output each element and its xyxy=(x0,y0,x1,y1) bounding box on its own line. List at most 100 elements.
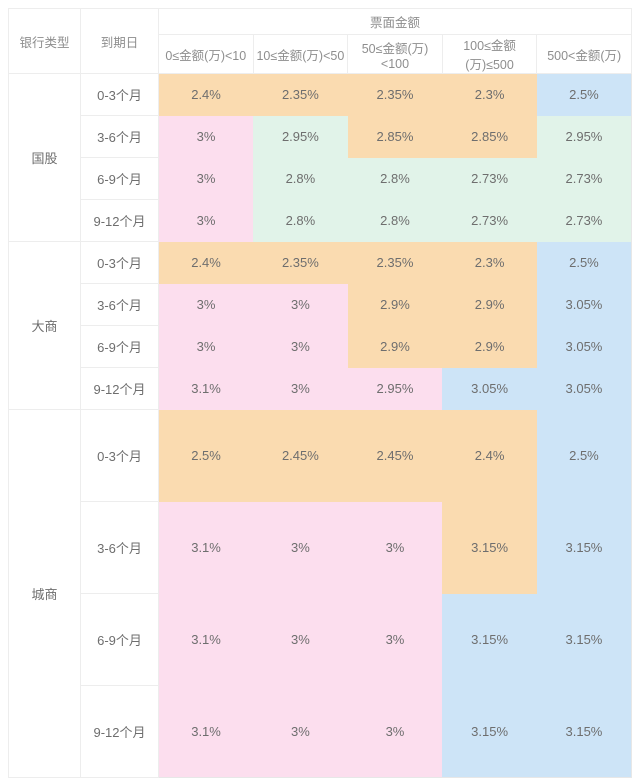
rate-cell: 3.1% xyxy=(158,501,254,594)
table-row: 3-6个月 3% 3% 2.9% 2.9% 3.05% xyxy=(9,283,632,326)
rate-cell: 3.1% xyxy=(158,593,254,686)
maturity-cell: 9-12个月 xyxy=(80,199,159,242)
col-header-range-1: 0≤金额(万)<10 xyxy=(158,34,254,74)
rate-cell: 2.5% xyxy=(536,73,632,116)
rate-cell: 3% xyxy=(158,115,254,158)
rate-cell: 2.5% xyxy=(536,409,632,502)
rate-cell: 3.1% xyxy=(158,367,254,410)
rate-cell: 3% xyxy=(347,685,443,778)
table-row: 大商 0-3个月 2.4% 2.35% 2.35% 2.3% 2.5% xyxy=(8,241,632,410)
bank-type-cell: 城商 xyxy=(8,409,81,778)
rate-cell: 2.4% xyxy=(158,73,254,116)
maturity-cell: 0-3个月 xyxy=(80,241,159,284)
table-row: 城商 0-3个月 2.5% 2.45% 2.45% 2.4% 2.5% xyxy=(8,409,632,778)
table-row: 9-12个月 3.1% 3% 3% 3.15% 3.15% xyxy=(9,685,632,778)
rate-cell: 2.4% xyxy=(158,241,254,284)
table-row: 国股 0-3个月 2.4% 2.35% 2.35% 2.3% 2.5% xyxy=(8,73,632,242)
rate-cell: 2.9% xyxy=(347,325,443,368)
maturity-cell: 6-9个月 xyxy=(80,325,159,368)
rate-cell: 3.15% xyxy=(536,593,632,686)
rate-cell: 3.15% xyxy=(442,593,537,686)
rate-cell: 2.8% xyxy=(347,199,443,242)
rate-cell: 2.73% xyxy=(442,157,537,200)
rate-cell: 3% xyxy=(347,593,443,686)
table-row: 6-9个月 3.1% 3% 3% 3.15% 3.15% xyxy=(9,593,632,686)
rate-cell: 2.9% xyxy=(442,325,537,368)
maturity-cell: 0-3个月 xyxy=(80,409,159,502)
table-body: 国股 0-3个月 2.4% 2.35% 2.35% 2.3% 2.5% 3-6个… xyxy=(8,73,632,778)
bank-type-cell: 大商 xyxy=(8,241,81,410)
rate-cell: 2.35% xyxy=(253,241,348,284)
rate-cell: 2.95% xyxy=(347,367,443,410)
rate-cell: 3% xyxy=(253,325,348,368)
rate-cell: 2.9% xyxy=(347,283,443,326)
maturity-cell: 9-12个月 xyxy=(80,367,159,410)
rate-cell: 3% xyxy=(158,325,254,368)
rate-cell: 3% xyxy=(253,501,348,594)
header-row-ranges: 0≤金额(万)<10 10≤金额(万)<50 50≤金额(万)<100 100≤… xyxy=(9,34,632,74)
col-header-maturity: 到期日 xyxy=(80,8,159,74)
rate-cell: 2.8% xyxy=(347,157,443,200)
rate-cell: 2.35% xyxy=(347,73,443,116)
maturity-cell: 3-6个月 xyxy=(80,283,159,326)
table-row: 3-6个月 3.1% 3% 3% 3.15% 3.15% xyxy=(9,501,632,594)
rate-cell: 2.35% xyxy=(253,73,348,116)
rate-cell: 2.45% xyxy=(347,409,443,502)
rate-cell: 2.8% xyxy=(253,199,348,242)
maturity-cell: 3-6个月 xyxy=(80,501,159,594)
rate-cell: 2.35% xyxy=(347,241,443,284)
header-row-group: 银行类型 到期日 票面金额 xyxy=(8,8,632,74)
rate-cell: 3% xyxy=(158,283,254,326)
rate-cell: 2.8% xyxy=(253,157,348,200)
rate-cell: 2.85% xyxy=(347,115,443,158)
rate-cell: 2.85% xyxy=(442,115,537,158)
rate-cell: 2.5% xyxy=(536,241,632,284)
rate-cell: 3.05% xyxy=(536,367,632,410)
rate-cell: 3.05% xyxy=(536,325,632,368)
rate-cell: 3.15% xyxy=(442,501,537,594)
rate-cell: 3% xyxy=(347,501,443,594)
rate-cell: 2.45% xyxy=(253,409,348,502)
table-row: 6-9个月 3% 2.8% 2.8% 2.73% 2.73% xyxy=(9,157,632,200)
maturity-cell: 3-6个月 xyxy=(80,115,159,158)
table-row: 9-12个月 3.1% 3% 2.95% 3.05% 3.05% xyxy=(9,367,632,410)
rate-cell: 3.15% xyxy=(536,501,632,594)
rate-cell: 3.15% xyxy=(536,685,632,778)
rate-cell: 3% xyxy=(158,199,254,242)
rate-cell: 3.15% xyxy=(442,685,537,778)
maturity-cell: 9-12个月 xyxy=(80,685,159,778)
col-header-range-5: 500<金额(万) xyxy=(536,34,632,74)
maturity-cell: 0-3个月 xyxy=(80,73,159,116)
rate-cell: 3% xyxy=(253,283,348,326)
bank-type-cell: 国股 xyxy=(8,73,81,242)
rate-cell: 2.73% xyxy=(536,157,632,200)
rate-table: 银行类型 到期日 票面金额 0≤金额(万)<10 10≤金额(万)<50 50≤… xyxy=(8,8,632,778)
rate-cell: 2.73% xyxy=(442,199,537,242)
rate-cell: 2.9% xyxy=(442,283,537,326)
table-row: 3-6个月 3% 2.95% 2.85% 2.85% 2.95% xyxy=(9,115,632,158)
col-header-range-3: 50≤金额(万)<100 xyxy=(347,34,443,74)
col-header-amount-group: 票面金额 xyxy=(158,8,632,35)
rate-cell: 3% xyxy=(158,157,254,200)
col-header-range-2: 10≤金额(万)<50 xyxy=(252,34,349,74)
col-header-range-4: 100≤金额(万)≤500 xyxy=(441,34,538,74)
rate-cell: 2.4% xyxy=(442,409,537,502)
rate-cell: 3% xyxy=(253,367,348,410)
rate-cell: 2.3% xyxy=(442,241,537,284)
rate-cell: 3.05% xyxy=(442,367,537,410)
rate-cell: 3% xyxy=(253,685,348,778)
table-row: 9-12个月 3% 2.8% 2.8% 2.73% 2.73% xyxy=(9,199,632,242)
rate-cell: 2.95% xyxy=(253,115,348,158)
col-header-bank-type: 银行类型 xyxy=(8,8,81,74)
rate-cell: 2.95% xyxy=(536,115,632,158)
rate-cell: 2.73% xyxy=(536,199,632,242)
table-header: 银行类型 到期日 票面金额 0≤金额(万)<10 10≤金额(万)<50 50≤… xyxy=(8,8,632,74)
rate-cell: 3.1% xyxy=(158,685,254,778)
maturity-cell: 6-9个月 xyxy=(80,157,159,200)
rate-cell: 3.05% xyxy=(536,283,632,326)
table-row: 6-9个月 3% 3% 2.9% 2.9% 3.05% xyxy=(9,325,632,368)
rate-cell: 2.3% xyxy=(442,73,537,116)
rate-cell: 2.5% xyxy=(158,409,254,502)
maturity-cell: 6-9个月 xyxy=(80,593,159,686)
